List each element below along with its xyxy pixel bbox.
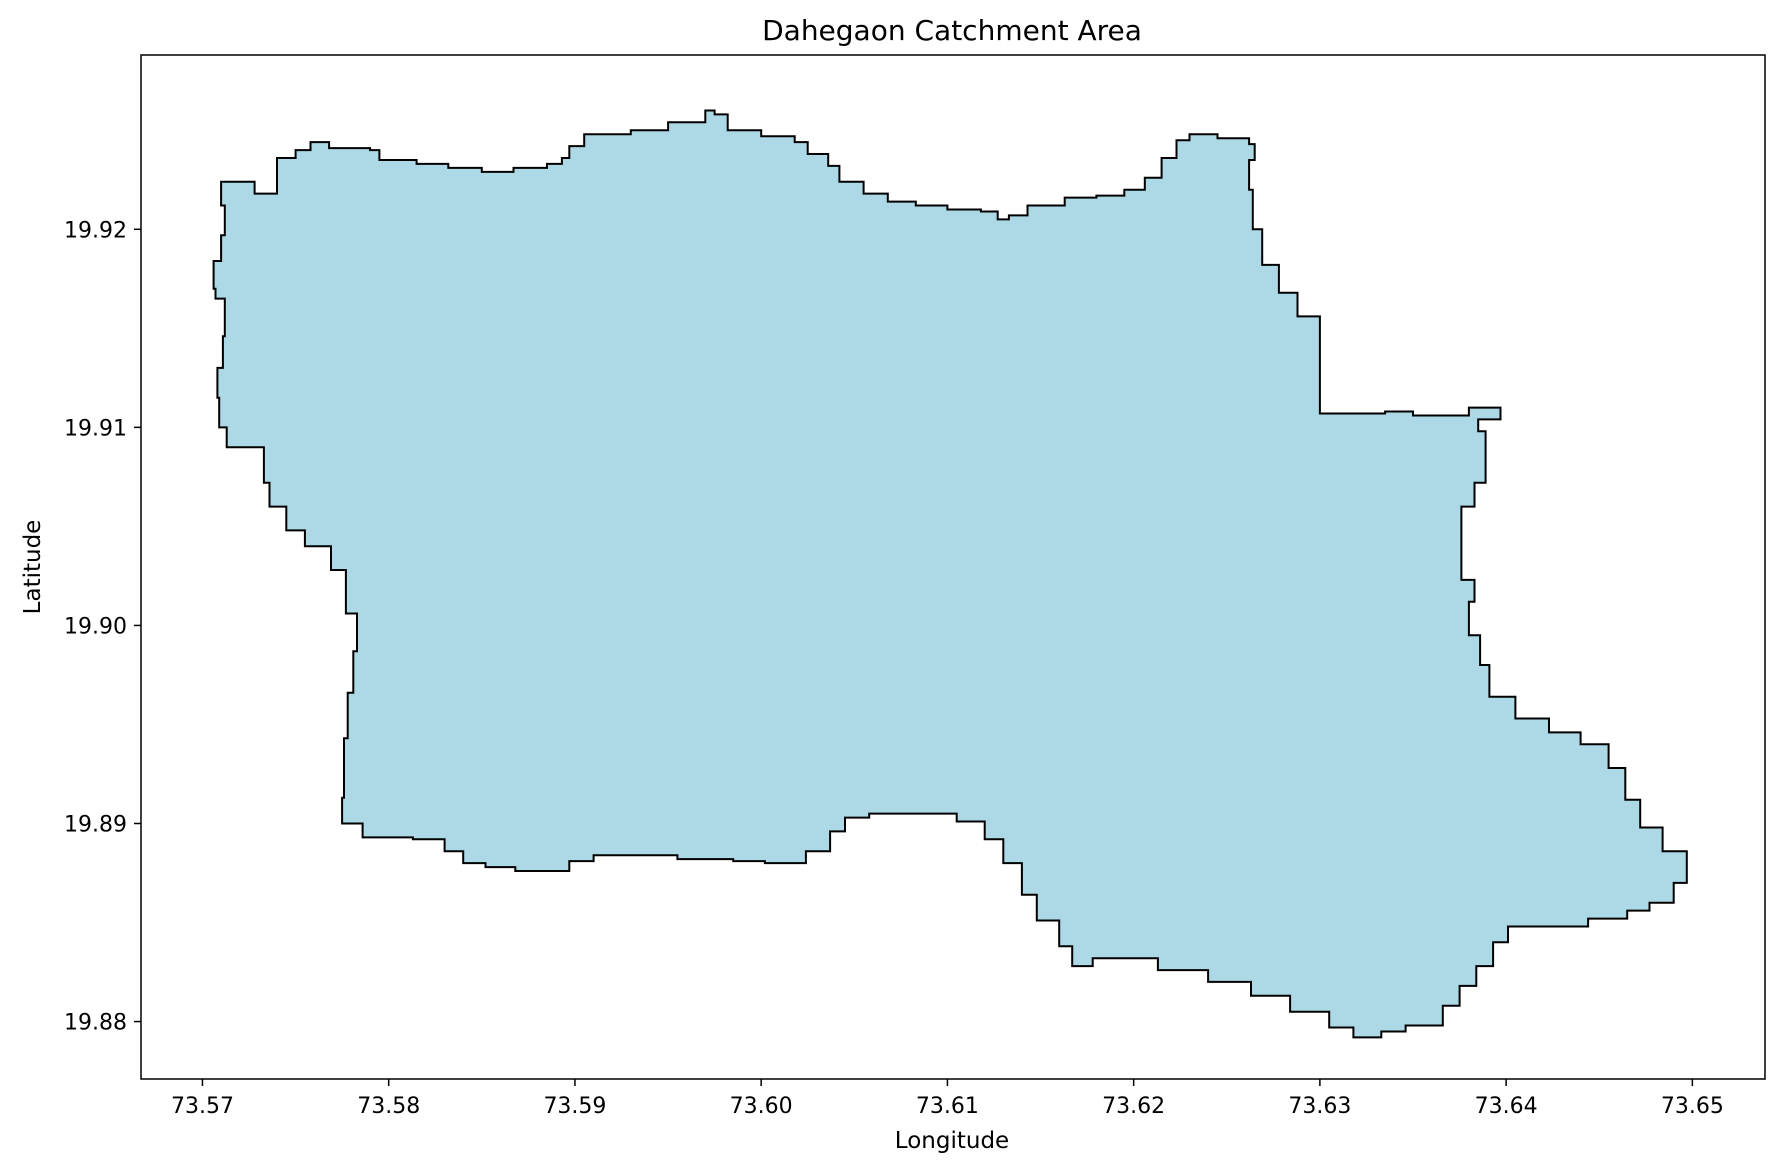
x-tick-label: 73.57 (171, 1094, 234, 1119)
x-tick-label: 73.59 (543, 1094, 606, 1119)
x-tick-label: 73.62 (1102, 1094, 1165, 1119)
x-tick-label: 73.64 (1475, 1094, 1538, 1119)
x-tick-label: 73.65 (1661, 1094, 1724, 1119)
x-tick-label: 73.58 (357, 1094, 420, 1119)
y-tick-label: 19.90 (64, 614, 127, 639)
x-tick-label: 73.61 (916, 1094, 979, 1119)
y-tick-label: 19.89 (64, 812, 127, 837)
y-axis-ticks: 19.88 19.89 19.90 19.91 19.92 (64, 218, 141, 1036)
x-axis-ticks: 73.57 73.58 73.59 73.60 73.61 73.62 73.63 73.64… (171, 1079, 1724, 1119)
x-tick-label: 73.60 (730, 1094, 793, 1119)
y-tick-label: 19.91 (64, 416, 127, 441)
y-tick-label: 19.88 (64, 1011, 127, 1036)
x-tick-label: 73.63 (1288, 1094, 1351, 1119)
x-axis-label: Longitude (895, 1128, 1009, 1154)
y-axis-label: Latitude (20, 520, 46, 615)
axes-frame (140, 54, 1766, 1080)
chart-title: Dahegaon Catchment Area (762, 14, 1142, 47)
plot-area (212, 109, 1688, 1039)
catchment-area-polygon (212, 109, 1688, 1039)
y-tick-label: 19.92 (64, 218, 127, 243)
